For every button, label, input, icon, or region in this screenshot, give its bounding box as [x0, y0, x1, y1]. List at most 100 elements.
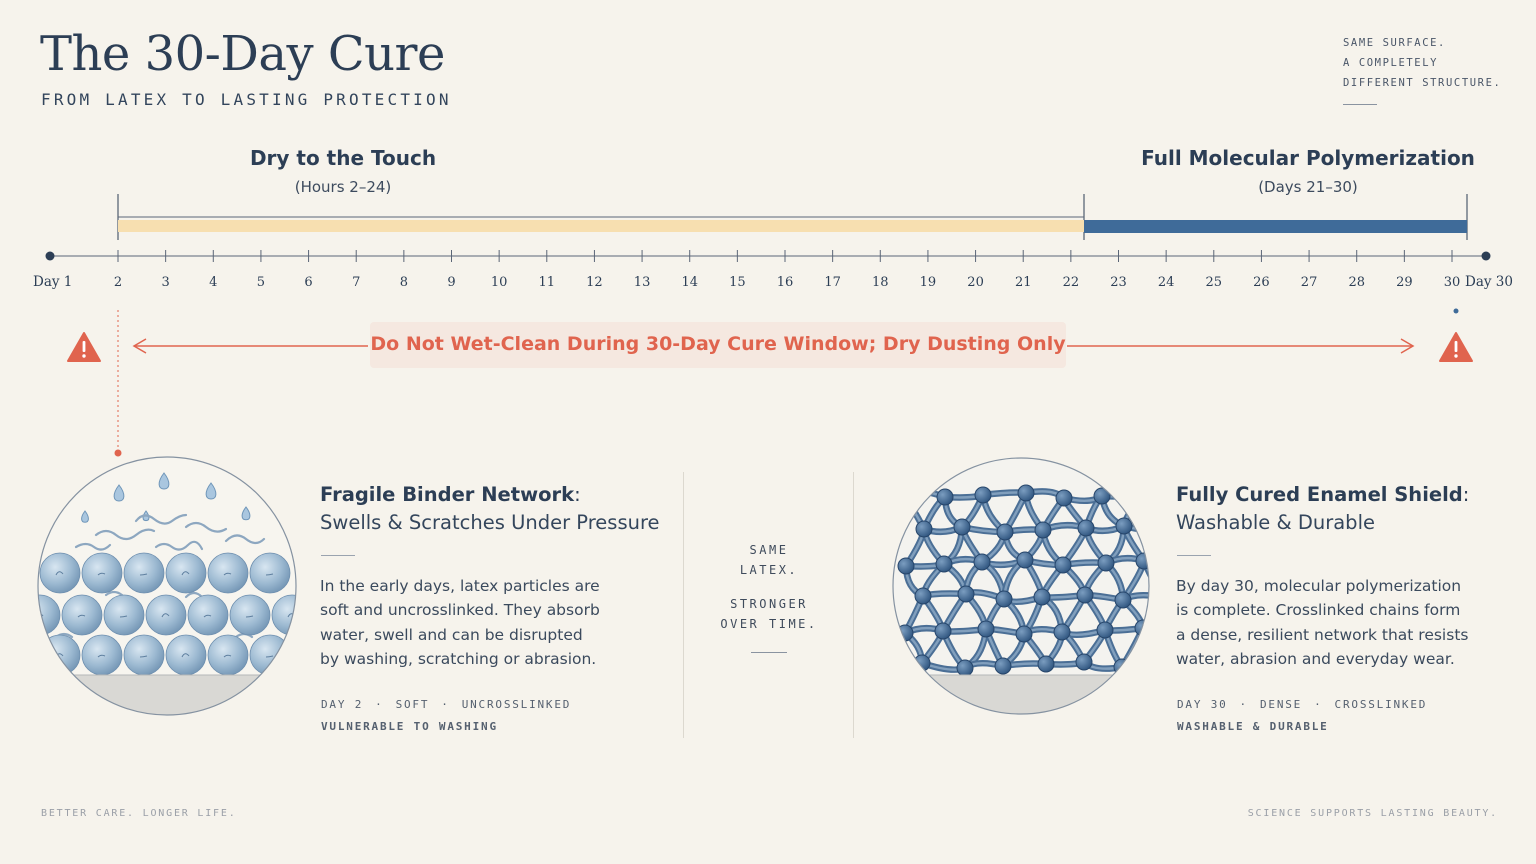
fragile-binder-illustration — [37, 456, 297, 716]
phase-range: (Days 21–30) — [1258, 178, 1358, 196]
timeline-tick-label: 30 — [1444, 275, 1461, 290]
timeline-tick-label: 25 — [1206, 275, 1223, 290]
late-card-title: Fully Cured Enamel Shield: — [1176, 483, 1469, 506]
early-card-body: In the early days, latex particles are s… — [320, 574, 600, 671]
timeline-start-dot — [45, 251, 55, 261]
day2-marker-dot — [114, 449, 122, 457]
crosslink-node — [1034, 521, 1052, 539]
timeline-tick-label: 15 — [729, 275, 746, 290]
crosslink-node — [957, 585, 975, 603]
phase-dry-to-touch: Dry to the Touch (Hours 2–24) — [193, 146, 493, 196]
body-line: a dense, resilient network that resists — [1176, 625, 1469, 644]
meta-separator: · — [375, 698, 384, 711]
tagline-line: DIFFERENT STRUCTURE. — [1343, 77, 1502, 89]
tagline: SAME SURFACE. A COMPLETELY DIFFERENT STR… — [1343, 33, 1501, 93]
crosslink-node — [996, 523, 1014, 541]
latex-particle — [103, 594, 145, 636]
timeline-tick-label: 14 — [681, 275, 698, 290]
center-caption: SAME LATEX. — [700, 540, 838, 580]
warning-graphics — [67, 308, 1473, 457]
substrate — [893, 675, 1149, 714]
phase-name: Dry to the Touch — [249, 146, 437, 170]
water-drop-icon — [241, 506, 251, 521]
loose-fiber — [184, 591, 204, 599]
water-drop-icons — [81, 472, 251, 523]
late-card-body: By day 30, molecular polymerization is c… — [1176, 574, 1468, 671]
polymer-chain — [1139, 624, 1149, 669]
meta-line: DAY 2 · SOFT · UNCROSSLINKED — [321, 694, 571, 716]
body-line: by washing, scratching or abrasion. — [320, 649, 597, 668]
latex-particle — [145, 594, 187, 636]
crosslink-node — [956, 659, 974, 677]
page-title: The 30-Day Cure — [40, 26, 445, 82]
crosslink-node — [1055, 489, 1073, 507]
meta-separator: · — [441, 698, 450, 711]
meta-line: DAY 30 · DENSE · CROSSLINKED — [1177, 694, 1427, 716]
latex-particle — [165, 552, 207, 594]
center-divider — [751, 652, 787, 653]
crosslink-node — [1134, 619, 1149, 637]
latex-particle — [123, 552, 165, 594]
meta-structure: CROSSLINKED — [1334, 698, 1428, 711]
timeline-tick-label: 6 — [304, 275, 312, 290]
early-card-subtitle: Swells & Scratches Under Pressure — [320, 511, 660, 534]
early-card-title: Fragile Binder Network: — [320, 483, 581, 506]
timeline-tick-label: 24 — [1158, 275, 1175, 290]
late-title-colon: : — [1462, 483, 1470, 506]
timeline-tick-label: 3 — [162, 275, 170, 290]
phase-bar-full-polymerization — [1084, 220, 1467, 233]
crosslink-node — [1114, 591, 1132, 609]
timeline-start-label: Day 1 — [33, 274, 72, 290]
tagline-line: SAME SURFACE. — [1343, 37, 1446, 49]
phase-bar-dry-to-touch — [118, 220, 1084, 232]
crosslink-node — [935, 555, 953, 573]
timeline-tick-label: 27 — [1301, 275, 1318, 290]
late-title-text: Fully Cured Enamel Shield — [1176, 483, 1463, 506]
crosslink-node — [893, 483, 911, 501]
timeline-tick-label: 21 — [1015, 275, 1032, 290]
crosslink-node — [1097, 554, 1115, 572]
crosslink-node — [1016, 551, 1034, 569]
crosslink-node — [934, 622, 952, 640]
latex-particle — [123, 634, 165, 676]
crosslink-node — [1135, 552, 1149, 570]
timeline-tick-label: 28 — [1348, 275, 1365, 290]
crosslink-node — [973, 553, 991, 571]
crosslink-node — [1093, 487, 1111, 505]
latex-particle — [249, 552, 291, 594]
phase-full-polymerization: Full Molecular Polymerization (Days 21–3… — [1138, 146, 1478, 196]
body-line: water, swell and can be disrupted — [320, 625, 583, 644]
latex-particle — [229, 594, 271, 636]
timeline-tick-label: 9 — [447, 275, 455, 290]
loose-fiber — [224, 534, 266, 545]
timeline-tick-label: 26 — [1253, 275, 1270, 290]
meta-emphasis: WASHABLE & DURABLE — [1177, 720, 1329, 733]
body-line: water, abrasion and everyday wear. — [1176, 649, 1455, 668]
crosslink-node — [1054, 556, 1072, 574]
day30-marker-dot — [1453, 308, 1459, 314]
crosslink-node — [936, 488, 954, 506]
timeline-tick-label: 22 — [1063, 275, 1080, 290]
crosslink-node — [1136, 485, 1149, 503]
crosslink-node — [1037, 655, 1055, 673]
early-card-meta: DAY 2 · SOFT · UNCROSSLINKED VULNERABLE TO W… — [321, 694, 571, 738]
crosslink-node — [1113, 658, 1131, 676]
timeline-tick-label: 17 — [824, 275, 841, 290]
loose-fiber — [154, 540, 204, 551]
polymer-chain — [1118, 658, 1149, 671]
center-line: STRONGER — [730, 597, 808, 611]
center-divider-left — [683, 472, 684, 738]
late-card-divider — [1177, 555, 1211, 556]
tagline-divider — [1343, 104, 1377, 105]
meta-separator: · — [1314, 698, 1323, 711]
timeline-tick-label: 20 — [967, 275, 984, 290]
timeline-tick-label: 11 — [539, 275, 556, 290]
meta-state: DENSE — [1259, 698, 1303, 711]
page-subtitle: FROM LATEX TO LASTING PROTECTION — [41, 90, 452, 109]
footer-left: BETTER CARE. LONGER LIFE. — [41, 808, 237, 819]
warning-icon — [1439, 332, 1473, 362]
early-title-colon: : — [574, 483, 581, 506]
timeline-tick-label: 16 — [777, 275, 794, 290]
crosslink-node — [1017, 484, 1035, 502]
timeline-tick-label: 8 — [400, 275, 408, 290]
